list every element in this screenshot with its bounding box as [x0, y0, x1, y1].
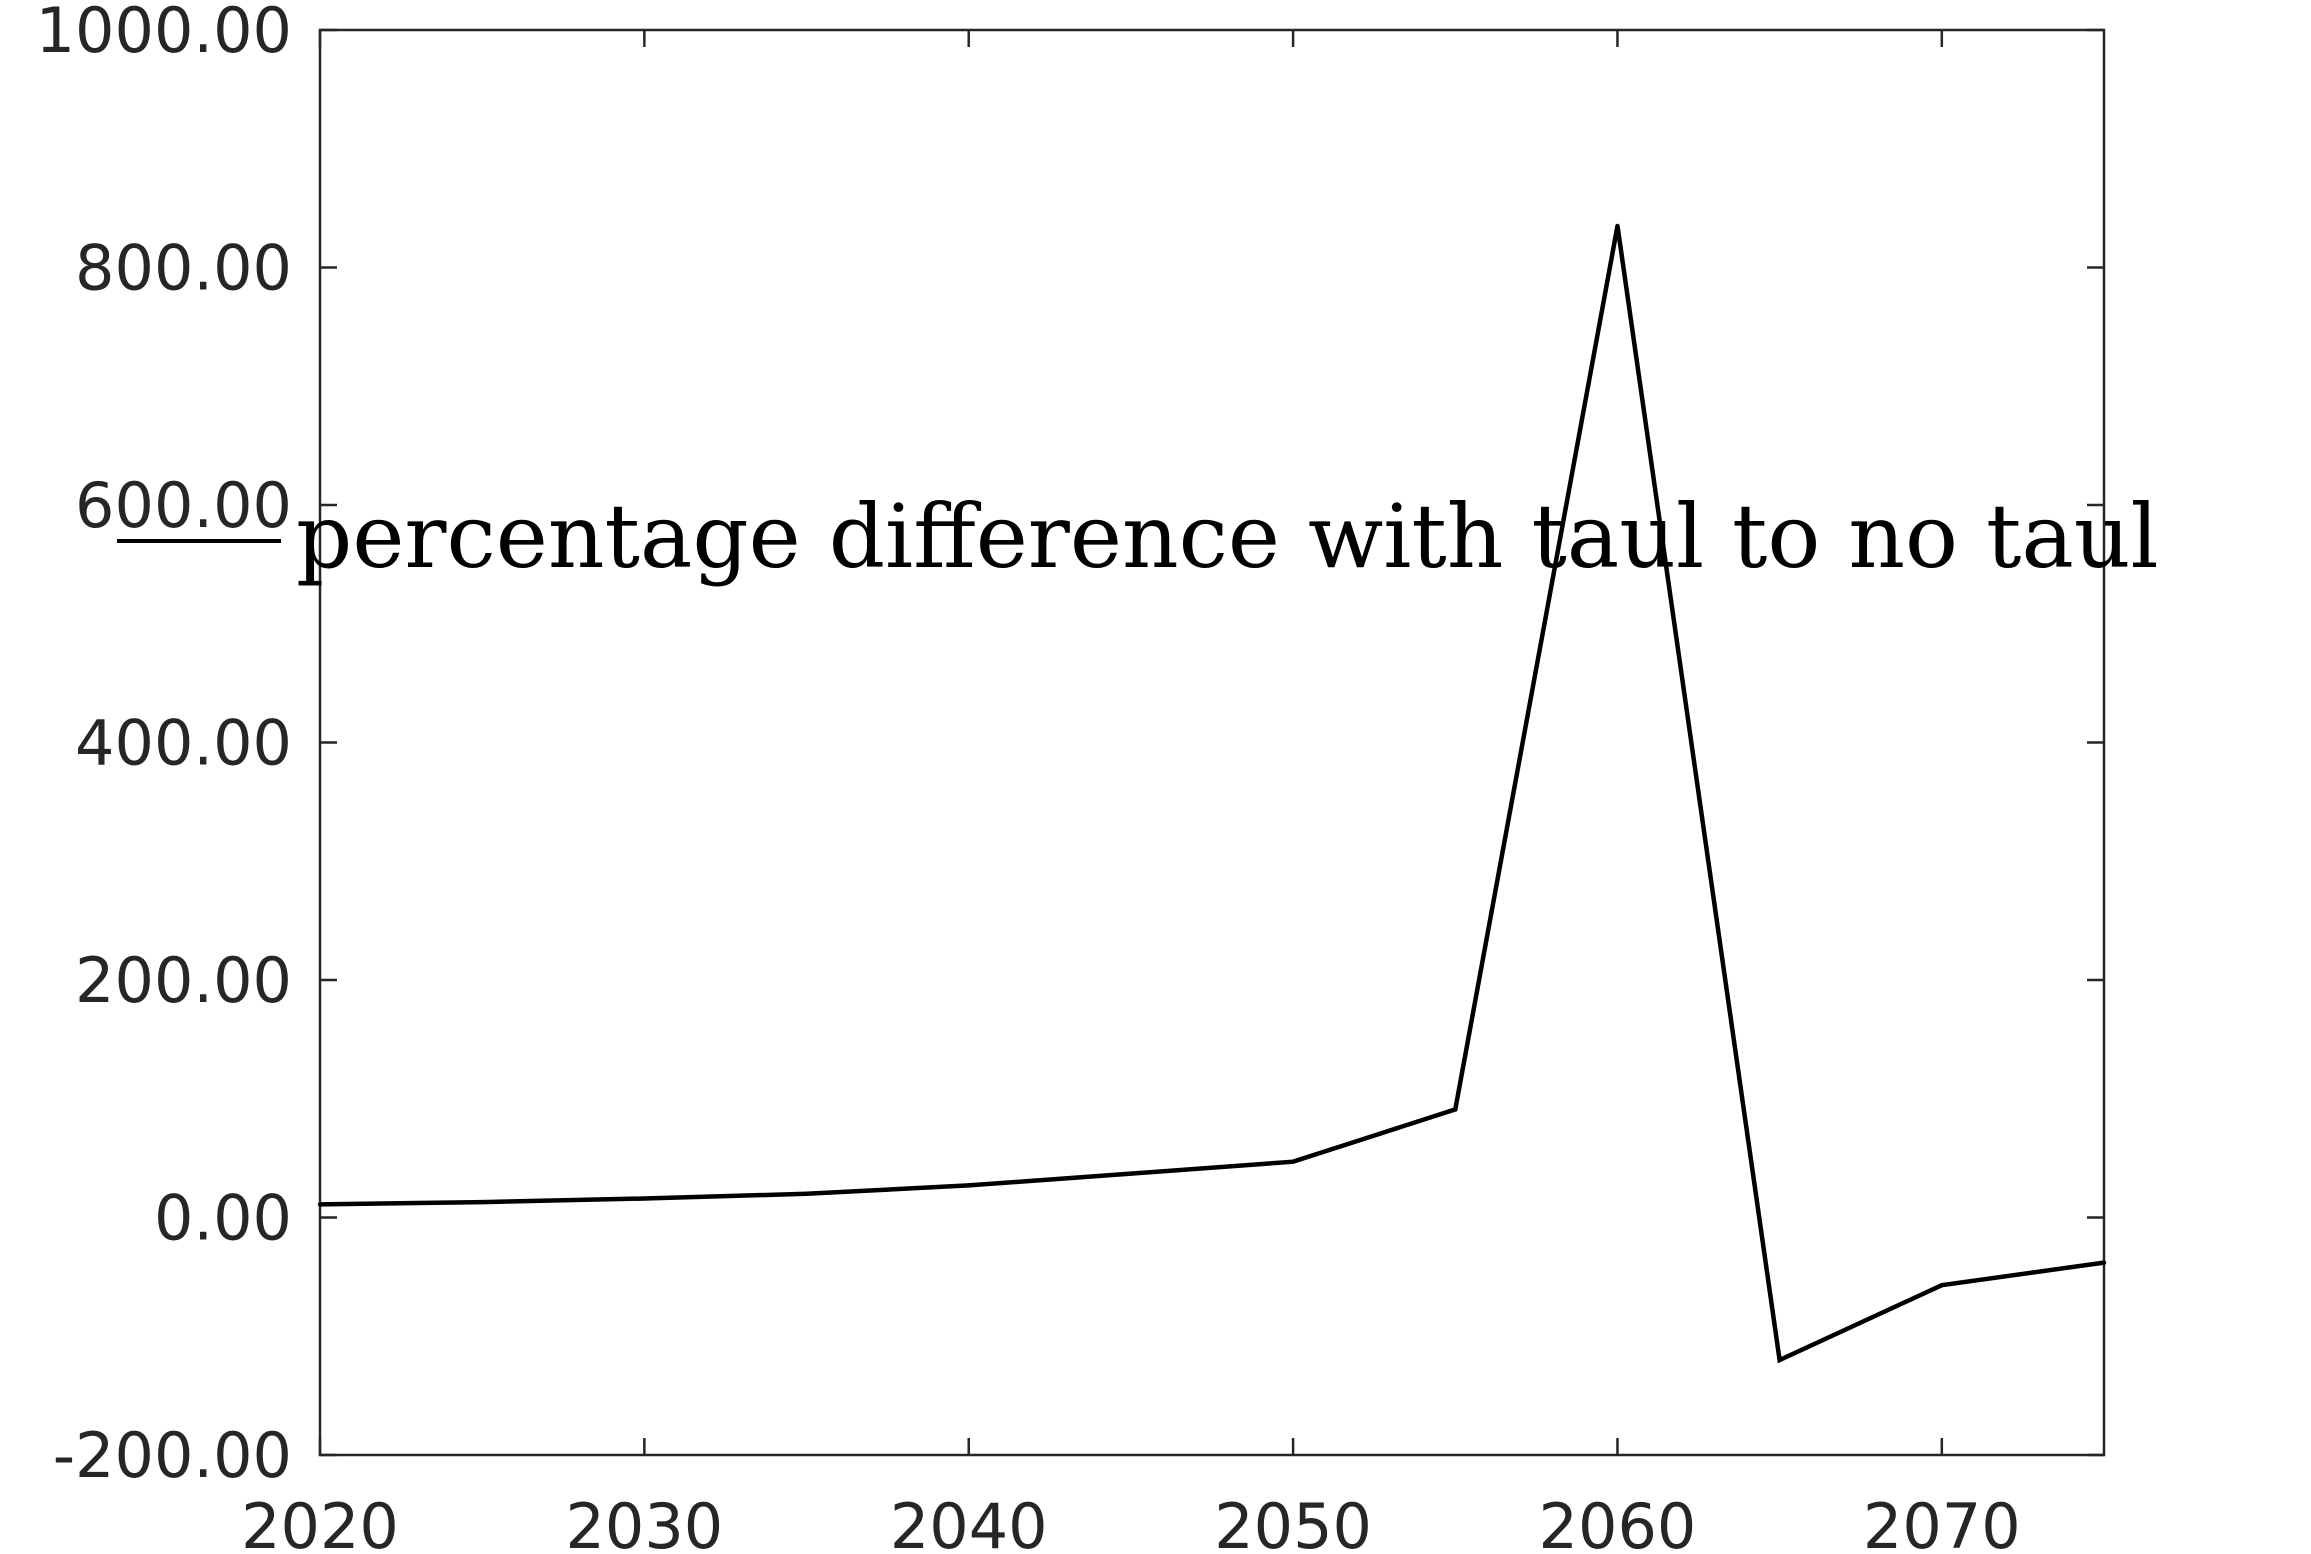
- tick-labels: 2020 2030 2040 2050 2060 2070 1000.00 800.00 600…: [36, 0, 2021, 1554]
- axis-ticks: [318, 28, 2104, 1457]
- x-tick-label: 2040: [890, 1490, 1048, 1554]
- y-tick-label: 800.00: [75, 232, 292, 305]
- data-point: [1453, 1107, 1458, 1112]
- data-point: [966, 1183, 971, 1188]
- y-tick-label: 400.00: [75, 707, 292, 780]
- series-layer: [317, 223, 2107, 1364]
- data-point: [1290, 1159, 1296, 1164]
- x-tick-label: 2060: [1539, 1490, 1697, 1554]
- y-tick-label: -200.00: [53, 1419, 292, 1492]
- series-line: [319, 225, 2105, 1364]
- data-point: [2101, 1260, 2107, 1265]
- x-tick-label: 2020: [241, 1490, 399, 1554]
- data-point: [1615, 223, 1620, 229]
- x-tick-label: 2030: [565, 1490, 723, 1554]
- data-point: [804, 1191, 809, 1196]
- y-tick-label: 600.00: [75, 469, 292, 542]
- data-point: [642, 1196, 647, 1201]
- data-point: [479, 1199, 485, 1205]
- y-tick-label: 200.00: [75, 944, 292, 1017]
- data-point: [1128, 1171, 1134, 1176]
- y-tick-label: 0.00: [154, 1182, 292, 1255]
- x-tick-label: 2070: [1863, 1490, 2021, 1554]
- x-tick-label: 2050: [1214, 1490, 1372, 1554]
- data-point: [1777, 1357, 1782, 1363]
- legend: percentage difference with taul to no ta…: [117, 485, 2159, 588]
- data-point: [317, 1202, 323, 1207]
- y-tick-label: 1000.00: [36, 0, 292, 67]
- data-point: [1939, 1282, 1945, 1288]
- legend-entry-label: percentage difference with taul to no ta…: [296, 485, 2159, 588]
